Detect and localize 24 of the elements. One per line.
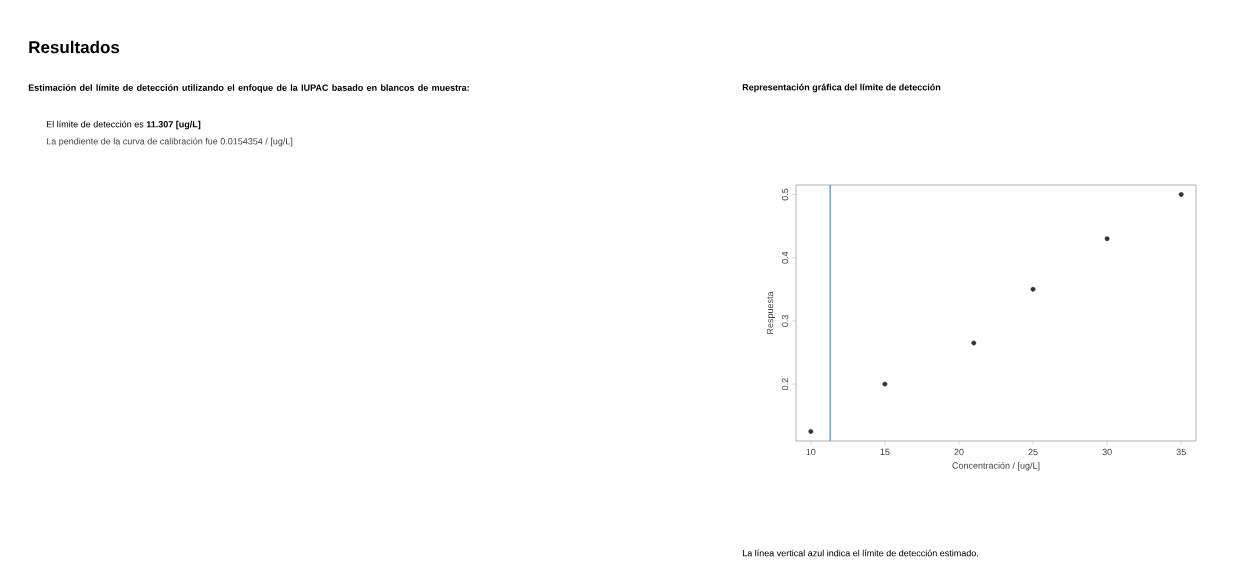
x-tick-label: 25: [1028, 448, 1038, 456]
chart-title: Representación gráfica del límite de detección: [742, 83, 941, 93]
x-tick-label: 20: [954, 448, 964, 456]
text: Resultados: [29, 40, 120, 54]
x-tick-label: 10: [806, 448, 816, 456]
y-tick-label: 0.3: [781, 315, 789, 327]
text: La línea vertical azul indica el límite de detección estimado.: [742, 549, 978, 557]
point: [882, 381, 888, 387]
x-tick-label: 30: [1102, 448, 1112, 456]
point: [1178, 192, 1184, 197]
text: Estimación del límite de detección utilizando el enfoque de la IUPAC basado en blancos de muestra:: [28, 84, 469, 93]
point: [1104, 236, 1110, 242]
text: La pendiente de la curva de calibración fue 0.0154354 / [ug/L]: [46, 137, 293, 147]
y-tick-label: 0.2: [781, 378, 789, 391]
y-tick-label: 0.4: [781, 251, 789, 264]
x-axis-title: Concentración / [ug/L]: [952, 462, 1040, 471]
point: [971, 340, 977, 346]
text: El límite de detección es 11.307 [ug/L]: [46, 120, 201, 130]
point: [808, 429, 814, 434]
point: [1030, 286, 1036, 292]
y-axis-title: Respuesta: [766, 291, 775, 334]
x-tick-label: 15: [880, 448, 890, 456]
y-tick-label: 0.5: [781, 188, 789, 201]
x-tick-label: 35: [1176, 448, 1186, 456]
